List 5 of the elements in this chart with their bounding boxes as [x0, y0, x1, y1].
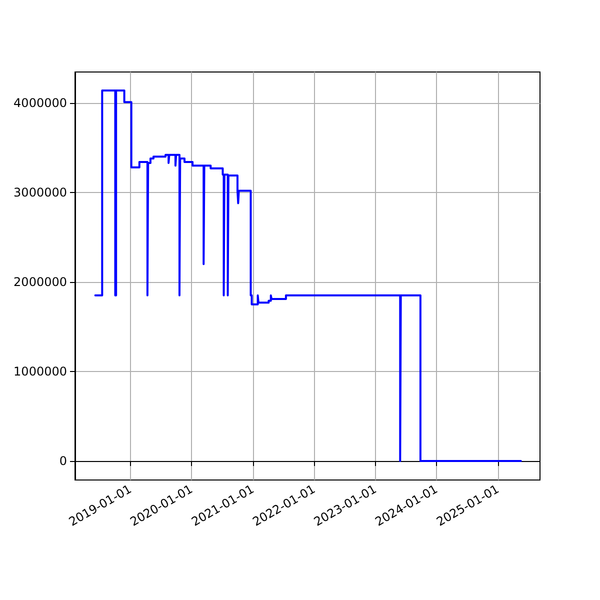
y-tick-label: 0	[59, 454, 67, 468]
y-tick-label: 4000000	[14, 96, 67, 110]
y-tick-label: 3000000	[14, 185, 67, 200]
y-tick-label: 1000000	[14, 364, 67, 379]
y-tick-label: 2000000	[14, 274, 67, 289]
